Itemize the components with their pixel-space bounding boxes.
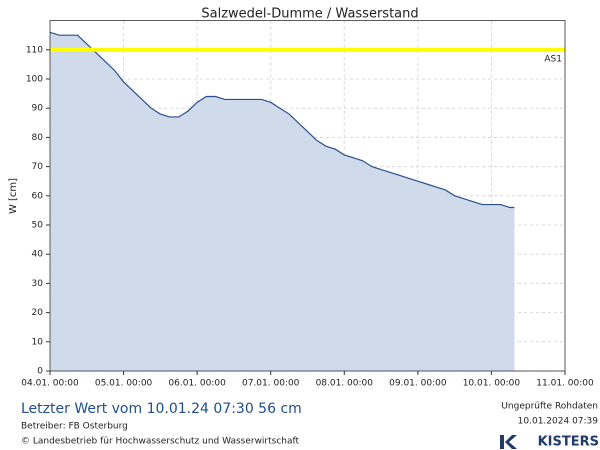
x-tick-label: 06.01. 00:00 xyxy=(168,379,226,389)
x-tick-label: 09.01. 00:00 xyxy=(389,379,447,389)
y-tick-label: 90 xyxy=(32,104,44,114)
operator: Betreiber: FB Osterburg xyxy=(21,422,128,432)
x-tick-label: 10.01. 00:00 xyxy=(463,379,521,389)
area xyxy=(50,32,515,371)
status: Ungeprüfte Rohdaten xyxy=(501,402,598,412)
y-tick-label: 80 xyxy=(32,133,44,143)
line xyxy=(49,31,515,209)
x-tick-label: 07.01. 00:00 xyxy=(242,379,300,389)
chart-title: Salzwedel-Dumme / Wasserstand xyxy=(201,7,418,22)
brand: KISTERS xyxy=(538,435,599,450)
brand-icon xyxy=(500,435,517,449)
x-tick-label: 08.01. 00:00 xyxy=(316,379,374,389)
y-tick-label: 110 xyxy=(26,45,43,55)
y-tick-label: 30 xyxy=(32,279,44,289)
y-tick-label: 70 xyxy=(32,162,44,172)
y-tick-label: 40 xyxy=(32,250,44,260)
y-tick-label: 10 xyxy=(32,337,44,347)
last-value: Letzter Wert vom 10.01.24 07:30 56 cm xyxy=(21,401,302,417)
copyright: © Landesbetrieb für Hochwasserschutz und… xyxy=(21,437,300,447)
timestamp: 10.01.2024 07:39 xyxy=(518,417,599,427)
x-tick-label: 04.01. 00:00 xyxy=(21,379,79,389)
y-tick-label: 20 xyxy=(32,308,44,318)
y-tick-label: 100 xyxy=(26,75,43,85)
threshold-label: AS1 xyxy=(544,54,562,64)
y-axis-label: W [cm] xyxy=(8,178,19,214)
plot-frame xyxy=(49,20,566,372)
y-tick-label: 60 xyxy=(32,191,44,201)
x-tick-label: 05.01. 00:00 xyxy=(95,379,153,389)
x-tick-label: 11.01. 00:00 xyxy=(536,379,594,389)
y-tick-label: 0 xyxy=(37,367,43,377)
y-tick-label: 50 xyxy=(32,221,44,231)
